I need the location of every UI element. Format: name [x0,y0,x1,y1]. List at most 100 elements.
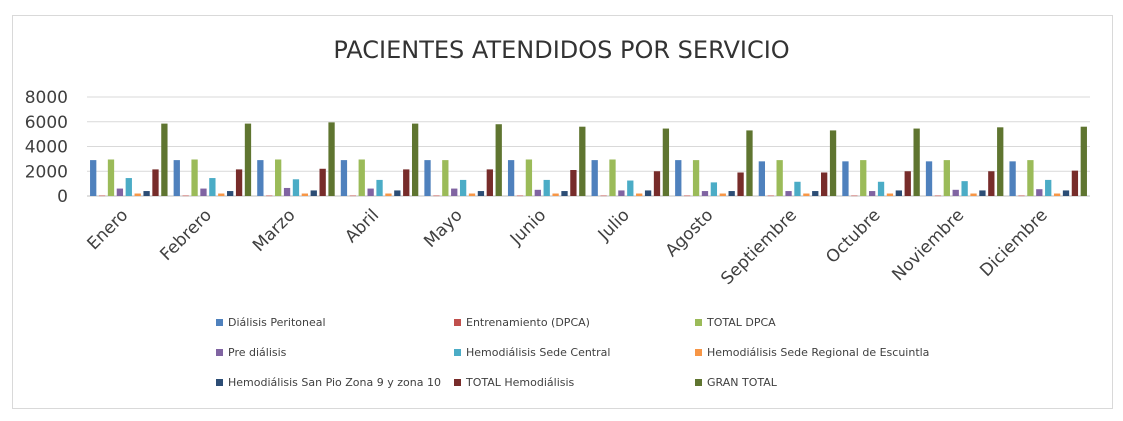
bar [182,195,189,197]
bar [1062,190,1070,196]
bar [600,195,607,197]
legend-label: TOTAL DPCA [707,316,776,329]
bar [952,189,959,196]
x-tick-label: Septiembre [717,205,801,289]
x-tick-label: Junio [506,205,550,249]
bar [173,160,180,196]
bar [701,191,709,196]
x-tick-label: Mayo [420,205,466,251]
bar [1045,179,1052,196]
bar [618,190,625,196]
legend-item: Pre diálisis [216,346,286,359]
bar [1009,161,1016,196]
legend-label: Hemodiálisis Sede Regional de Escuintla [707,346,930,359]
legend-swatch [216,379,223,386]
bar [218,193,225,196]
bar [785,191,792,196]
bar [758,161,766,196]
bar [776,160,783,196]
x-tick-label: Febrero [156,205,216,265]
y-tick-label: 0 [57,187,68,207]
bar [970,193,977,196]
bar [1036,189,1043,196]
bar [411,123,419,196]
bar [257,160,264,196]
legend-label: Pre diálisis [228,346,287,359]
bar [275,159,282,196]
bar [227,191,234,196]
bar [794,181,801,196]
bar [495,124,502,196]
x-tick-label: Noviembre [888,205,968,285]
bar [609,159,616,196]
bar [525,159,533,196]
bar [134,193,141,196]
legend-item: Entrenamiento (DPCA) [454,316,590,329]
bar [1027,160,1034,196]
legend-item: Hemodiálisis San Pio Zona 9 y zona 10 [216,376,441,389]
bar [310,190,317,196]
bar [767,195,774,197]
bar [340,160,348,196]
y-tick-label: 8000 [25,88,68,108]
bar [349,195,356,197]
x-tick-label: Octubre [822,205,884,267]
bar [98,195,106,197]
bar [636,193,643,196]
chart-title: PACIENTES ATENDIDOS POR SERVICIO [333,36,790,64]
x-tick-label: Agosto [662,205,718,261]
legend-item: Hemodiálisis Sede Regional de Escuintla [695,346,929,359]
bar [988,171,995,196]
bar [107,159,115,196]
bar [385,193,392,196]
bar [644,190,652,196]
bar [925,161,933,196]
bar [803,193,810,196]
legend-label: Diálisis Peritoneal [228,316,326,329]
bar [543,179,550,196]
legend-label: GRAN TOTAL [707,376,777,389]
bar [403,169,410,196]
legend-label: Hemodiálisis San Pio Zona 9 y zona 10 [228,376,441,389]
legend-swatch [695,319,702,326]
bar [728,191,735,196]
bar [486,169,493,196]
bar [710,182,718,196]
bar [266,195,273,197]
bar [468,193,476,196]
bar [235,169,243,196]
bar [570,170,577,196]
bar [913,128,920,196]
legend-swatch [216,349,223,356]
bar [433,195,440,197]
bar [459,179,467,196]
bar [842,161,849,196]
bar [812,191,819,196]
bar [627,180,634,196]
bar [328,122,335,196]
chart-legend: Diálisis Peritoneal Entrenamiento (DPCA) T… [216,316,1096,396]
bar [161,123,168,196]
bar [143,191,150,196]
x-tick-label: Marzo [249,205,299,255]
bar [319,168,326,196]
bar [746,130,753,196]
y-tick-label: 4000 [25,138,68,158]
legend-swatch [454,379,461,386]
bar [821,172,828,196]
legend-swatch [695,379,702,386]
bar [675,160,682,196]
bar [653,171,661,196]
bar [904,171,911,196]
bar [829,130,837,196]
bar [1018,195,1025,197]
bar [737,172,744,196]
chart-frame [12,15,1113,409]
legend-label: Hemodiálisis Sede Central [466,346,611,359]
bar [943,160,950,196]
x-tick-label: Julio [594,205,634,245]
bar [376,179,383,196]
bar [367,188,374,196]
bar [116,188,124,196]
bar [979,190,986,196]
